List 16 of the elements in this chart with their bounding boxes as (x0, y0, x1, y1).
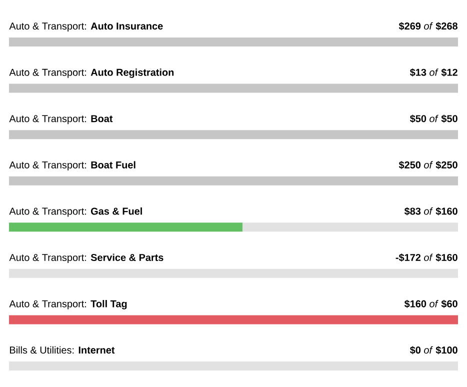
text: $160 of $60 (404, 300, 458, 308)
y-tick-label: Auto & Transport: Auto Insurance (9, 22, 163, 32)
text: $50 of $50 (410, 114, 458, 123)
y-tick-label: Auto & Transport: Service & Parts (9, 254, 164, 263)
y-tick-label: Auto & Transport: Boat Fuel (9, 161, 136, 170)
y-tick-label: Bills & Utilities: Internet (10, 346, 115, 354)
y-tick-label: Auto & Transport: Toll Tag (9, 300, 127, 310)
text: $13 of $12 (410, 68, 458, 77)
y-tick-label: Auto & Transport: Boat (9, 115, 113, 124)
text: $269 of $268 (398, 22, 458, 30)
y-tick-label: Auto & Transport: Auto Registration (9, 68, 174, 78)
y-tick-label: Auto & Transport: Gas & Fuel (9, 207, 142, 217)
text: $83 of $160 (404, 207, 458, 216)
text: $250 of $250 (398, 160, 458, 170)
text: $0 of $100 (410, 346, 458, 354)
text: -$172 of $160 (396, 254, 458, 262)
